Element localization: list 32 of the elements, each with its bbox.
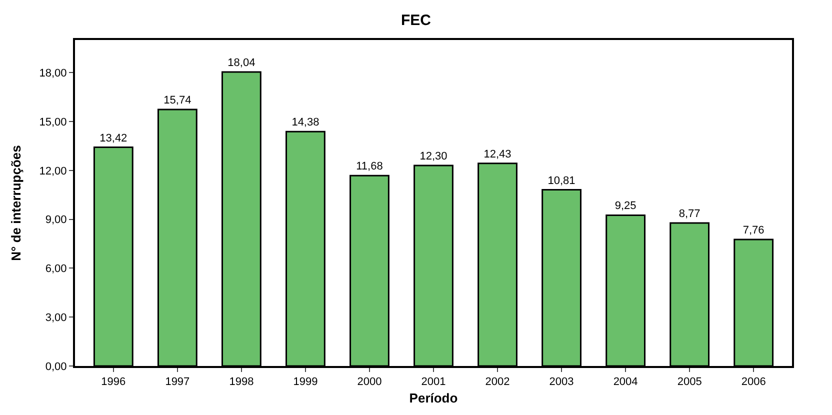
data-label: 8,77 (678, 208, 700, 220)
data-label: 10,81 (548, 174, 576, 187)
y-axis-title: N° de interrupções (8, 145, 24, 261)
x-tick-label: 2001 (421, 376, 446, 388)
data-label: 14,38 (292, 116, 320, 129)
chart-title: FEC (401, 12, 432, 30)
data-label: 11,68 (356, 160, 383, 173)
data-label: 7,76 (742, 224, 764, 237)
y-tick-label: 0,00 (45, 360, 67, 373)
data-label: 15,74 (164, 94, 192, 106)
y-tick-label: 18,00 (39, 67, 67, 80)
x-tick-label: 2003 (549, 376, 574, 388)
y-tick-label: 12,00 (39, 165, 67, 178)
y-tick-label: 9,00 (45, 214, 67, 226)
data-label: 12,30 (420, 150, 448, 163)
data-label: 9,25 (614, 200, 636, 212)
y-tick-label: 15,00 (39, 116, 67, 128)
y-tick-label: 3,00 (45, 312, 67, 324)
x-tick-label: 2002 (485, 376, 510, 388)
data-label: 18,04 (228, 56, 256, 69)
x-tick-label: 1996 (101, 376, 126, 388)
y-tick-label: 6,00 (45, 263, 67, 276)
x-tick-label: 1998 (229, 376, 254, 388)
data-label: 13,42 (100, 132, 128, 144)
x-tick-label: 1997 (165, 376, 190, 388)
x-tick-label: 2000 (357, 376, 382, 388)
x-tick-label: 2005 (677, 376, 702, 388)
x-axis-title: Período (409, 390, 458, 406)
x-tick-label: 2004 (613, 376, 638, 388)
x-tick-label: 2006 (741, 376, 766, 388)
x-tick-label: 1999 (293, 376, 318, 388)
data-label: 12,43 (484, 148, 512, 160)
